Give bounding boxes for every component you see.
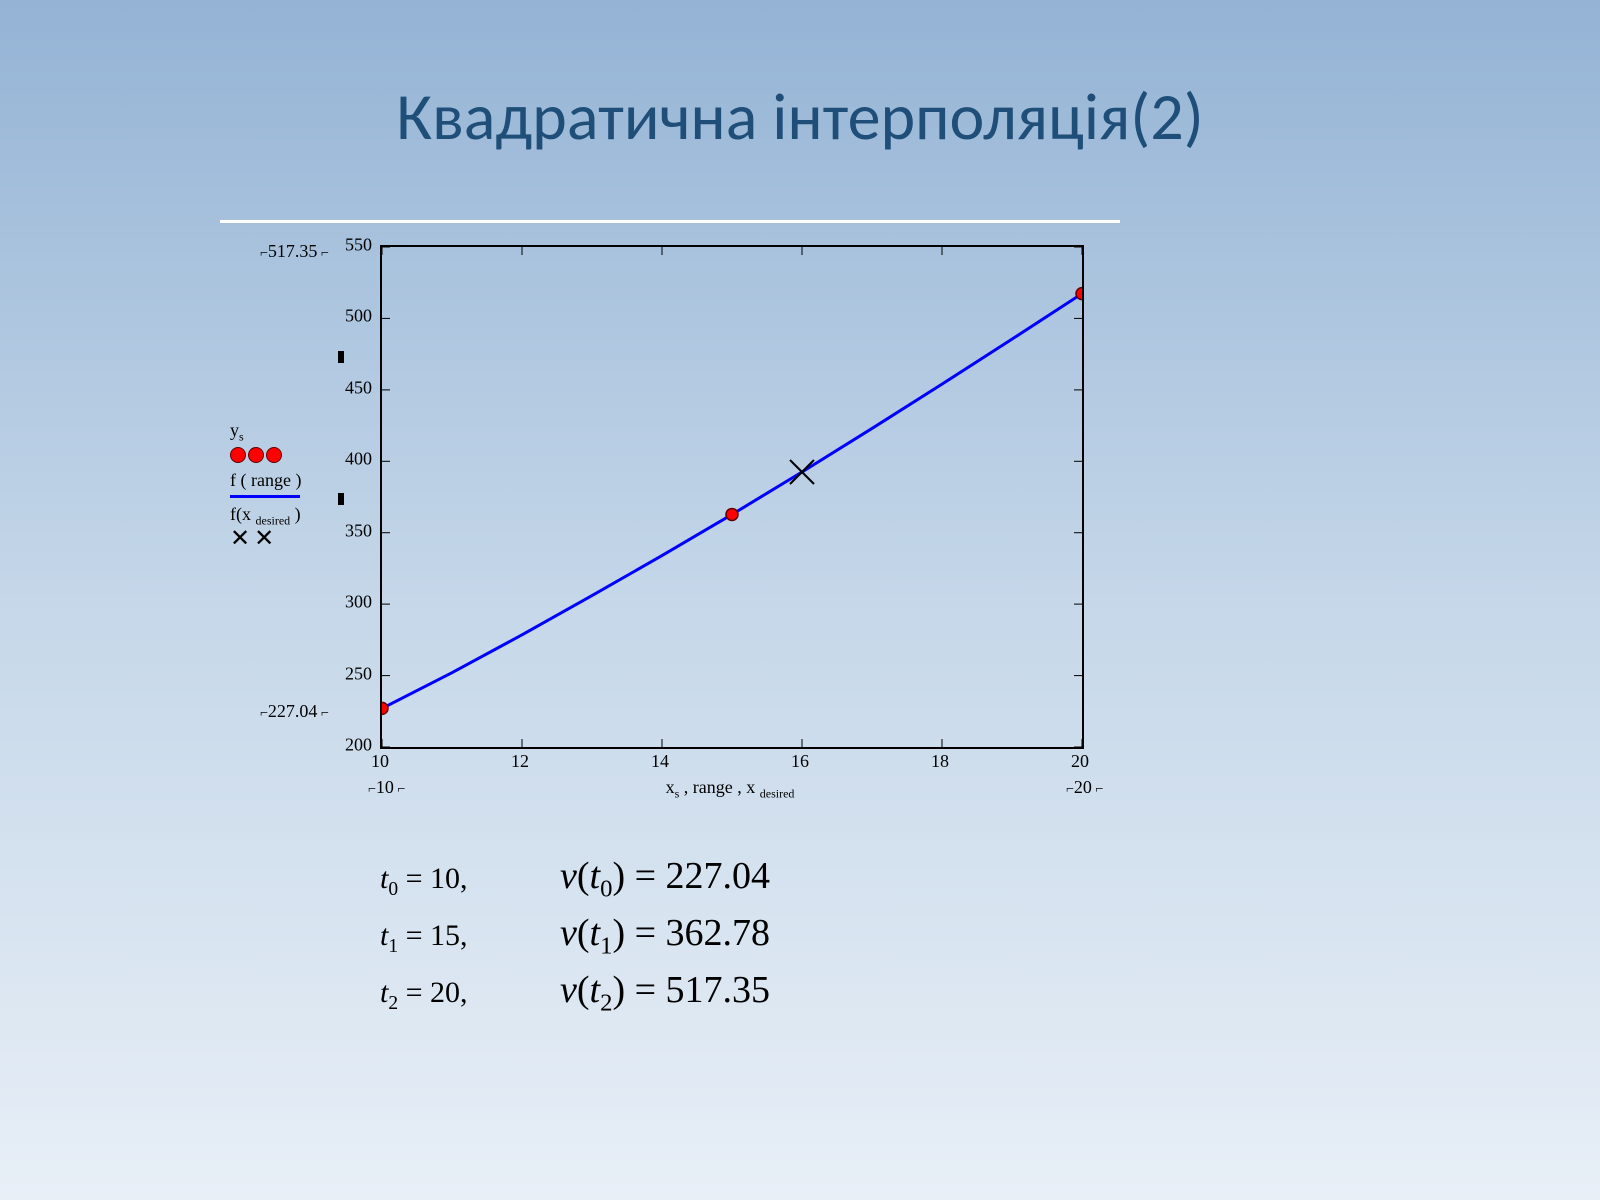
chart-region: ⌐517.35 ⌐ ⌐227.04 ⌐ ys f ( range ) f(x d… <box>220 220 1120 800</box>
ytick-label: 350 <box>322 520 372 541</box>
ytick-label: 500 <box>322 306 372 327</box>
y-max-annotation: ⌐517.35 ⌐ <box>260 241 329 262</box>
x-axis-title: xs , range , x desired <box>380 777 1080 802</box>
ytick-label: 450 <box>322 377 372 398</box>
legend-ys: ys <box>230 420 301 445</box>
equation-row: t2 = 20,v(t2) = 517.35 <box>380 964 770 1021</box>
legend-frange: f ( range ) <box>230 470 301 491</box>
legend-dots-icon <box>230 447 284 468</box>
xtick-label: 10 <box>360 751 400 772</box>
legend: ys f ( range ) f(x desired ) ✕✕ <box>230 420 301 550</box>
equation-row: t0 = 10,v(t0) = 227.04 <box>380 850 770 907</box>
mark-icon <box>338 351 344 363</box>
equation-row: t1 = 15,v(t1) = 362.78 <box>380 907 770 964</box>
xtick-label: 18 <box>920 751 960 772</box>
x-marker-icon <box>790 460 814 484</box>
plot-outer: ⌐517.35 ⌐ ⌐227.04 ⌐ ys f ( range ) f(x d… <box>220 245 1120 800</box>
y-min-annotation: ⌐227.04 ⌐ <box>260 701 329 722</box>
equations-block: t0 = 10,v(t0) = 227.04t1 = 15,v(t1) = 36… <box>380 850 770 1022</box>
xtick-label: 12 <box>500 751 540 772</box>
slide-title: Квадратична інтерполяція(2) <box>0 76 1600 157</box>
data-dots <box>382 288 1082 715</box>
xtick-label: 16 <box>780 751 820 772</box>
legend-fxdesired: f(x desired ) <box>230 504 301 529</box>
legend-xx-icon: ✕✕ <box>230 530 301 548</box>
ytick-label: 550 <box>322 235 372 256</box>
ytick-label: 400 <box>322 449 372 470</box>
ytick-label: 300 <box>322 592 372 613</box>
xtick-label: 20 <box>1060 751 1100 772</box>
plot-svg <box>382 247 1082 747</box>
tick-marks <box>382 247 1082 747</box>
curve-line <box>382 294 1082 709</box>
horizontal-rule <box>220 220 1120 223</box>
slide: Квадратична інтерполяція(2) ⌐517.35 ⌐ ⌐2… <box>0 0 1600 1200</box>
ytick-label: 250 <box>322 663 372 684</box>
legend-line-icon <box>230 495 300 498</box>
plot-box <box>380 245 1084 749</box>
xtick-label: 14 <box>640 751 680 772</box>
mark-icon <box>338 493 344 505</box>
